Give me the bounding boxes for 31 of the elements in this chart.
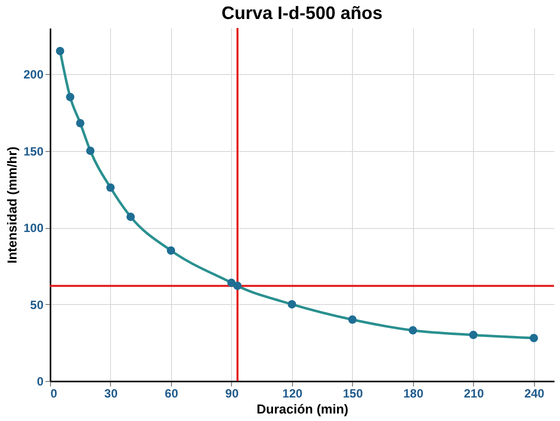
point bbox=[408, 326, 418, 335]
point bbox=[56, 46, 64, 56]
point bbox=[469, 330, 478, 340]
point bbox=[233, 282, 242, 290]
x-tick-label: 30 bbox=[104, 386, 118, 400]
x-tick-label: 90 bbox=[225, 386, 239, 400]
y-tick-label: 50 bbox=[30, 298, 44, 312]
point bbox=[227, 278, 236, 287]
x-tick-label: 240 bbox=[524, 386, 545, 400]
point bbox=[106, 183, 115, 192]
y-axis-title: Intensidad (mm/hr) bbox=[4, 146, 20, 264]
x-tick-label: 60 bbox=[164, 386, 178, 400]
point bbox=[530, 334, 538, 342]
point bbox=[126, 212, 135, 221]
x-axis-title: Duración (min) bbox=[256, 402, 348, 416]
point bbox=[66, 92, 74, 102]
chart-title: Curva I-d-500 años bbox=[221, 3, 383, 23]
x-tick-label: 0 bbox=[50, 386, 58, 400]
y-tick-label: 200 bbox=[23, 68, 44, 82]
point bbox=[166, 246, 176, 255]
x-tick-label: 180 bbox=[403, 386, 424, 400]
x-tick-label: 210 bbox=[464, 386, 484, 400]
y-tick-label: 150 bbox=[23, 144, 44, 158]
x-tick-label: 150 bbox=[342, 386, 364, 400]
y-tick-label: 0 bbox=[36, 374, 44, 388]
x-tick-label: 120 bbox=[282, 386, 303, 400]
point bbox=[76, 118, 84, 128]
point bbox=[348, 315, 357, 324]
point bbox=[288, 300, 296, 308]
y-tick-label: 100 bbox=[23, 221, 44, 236]
point bbox=[86, 146, 95, 155]
